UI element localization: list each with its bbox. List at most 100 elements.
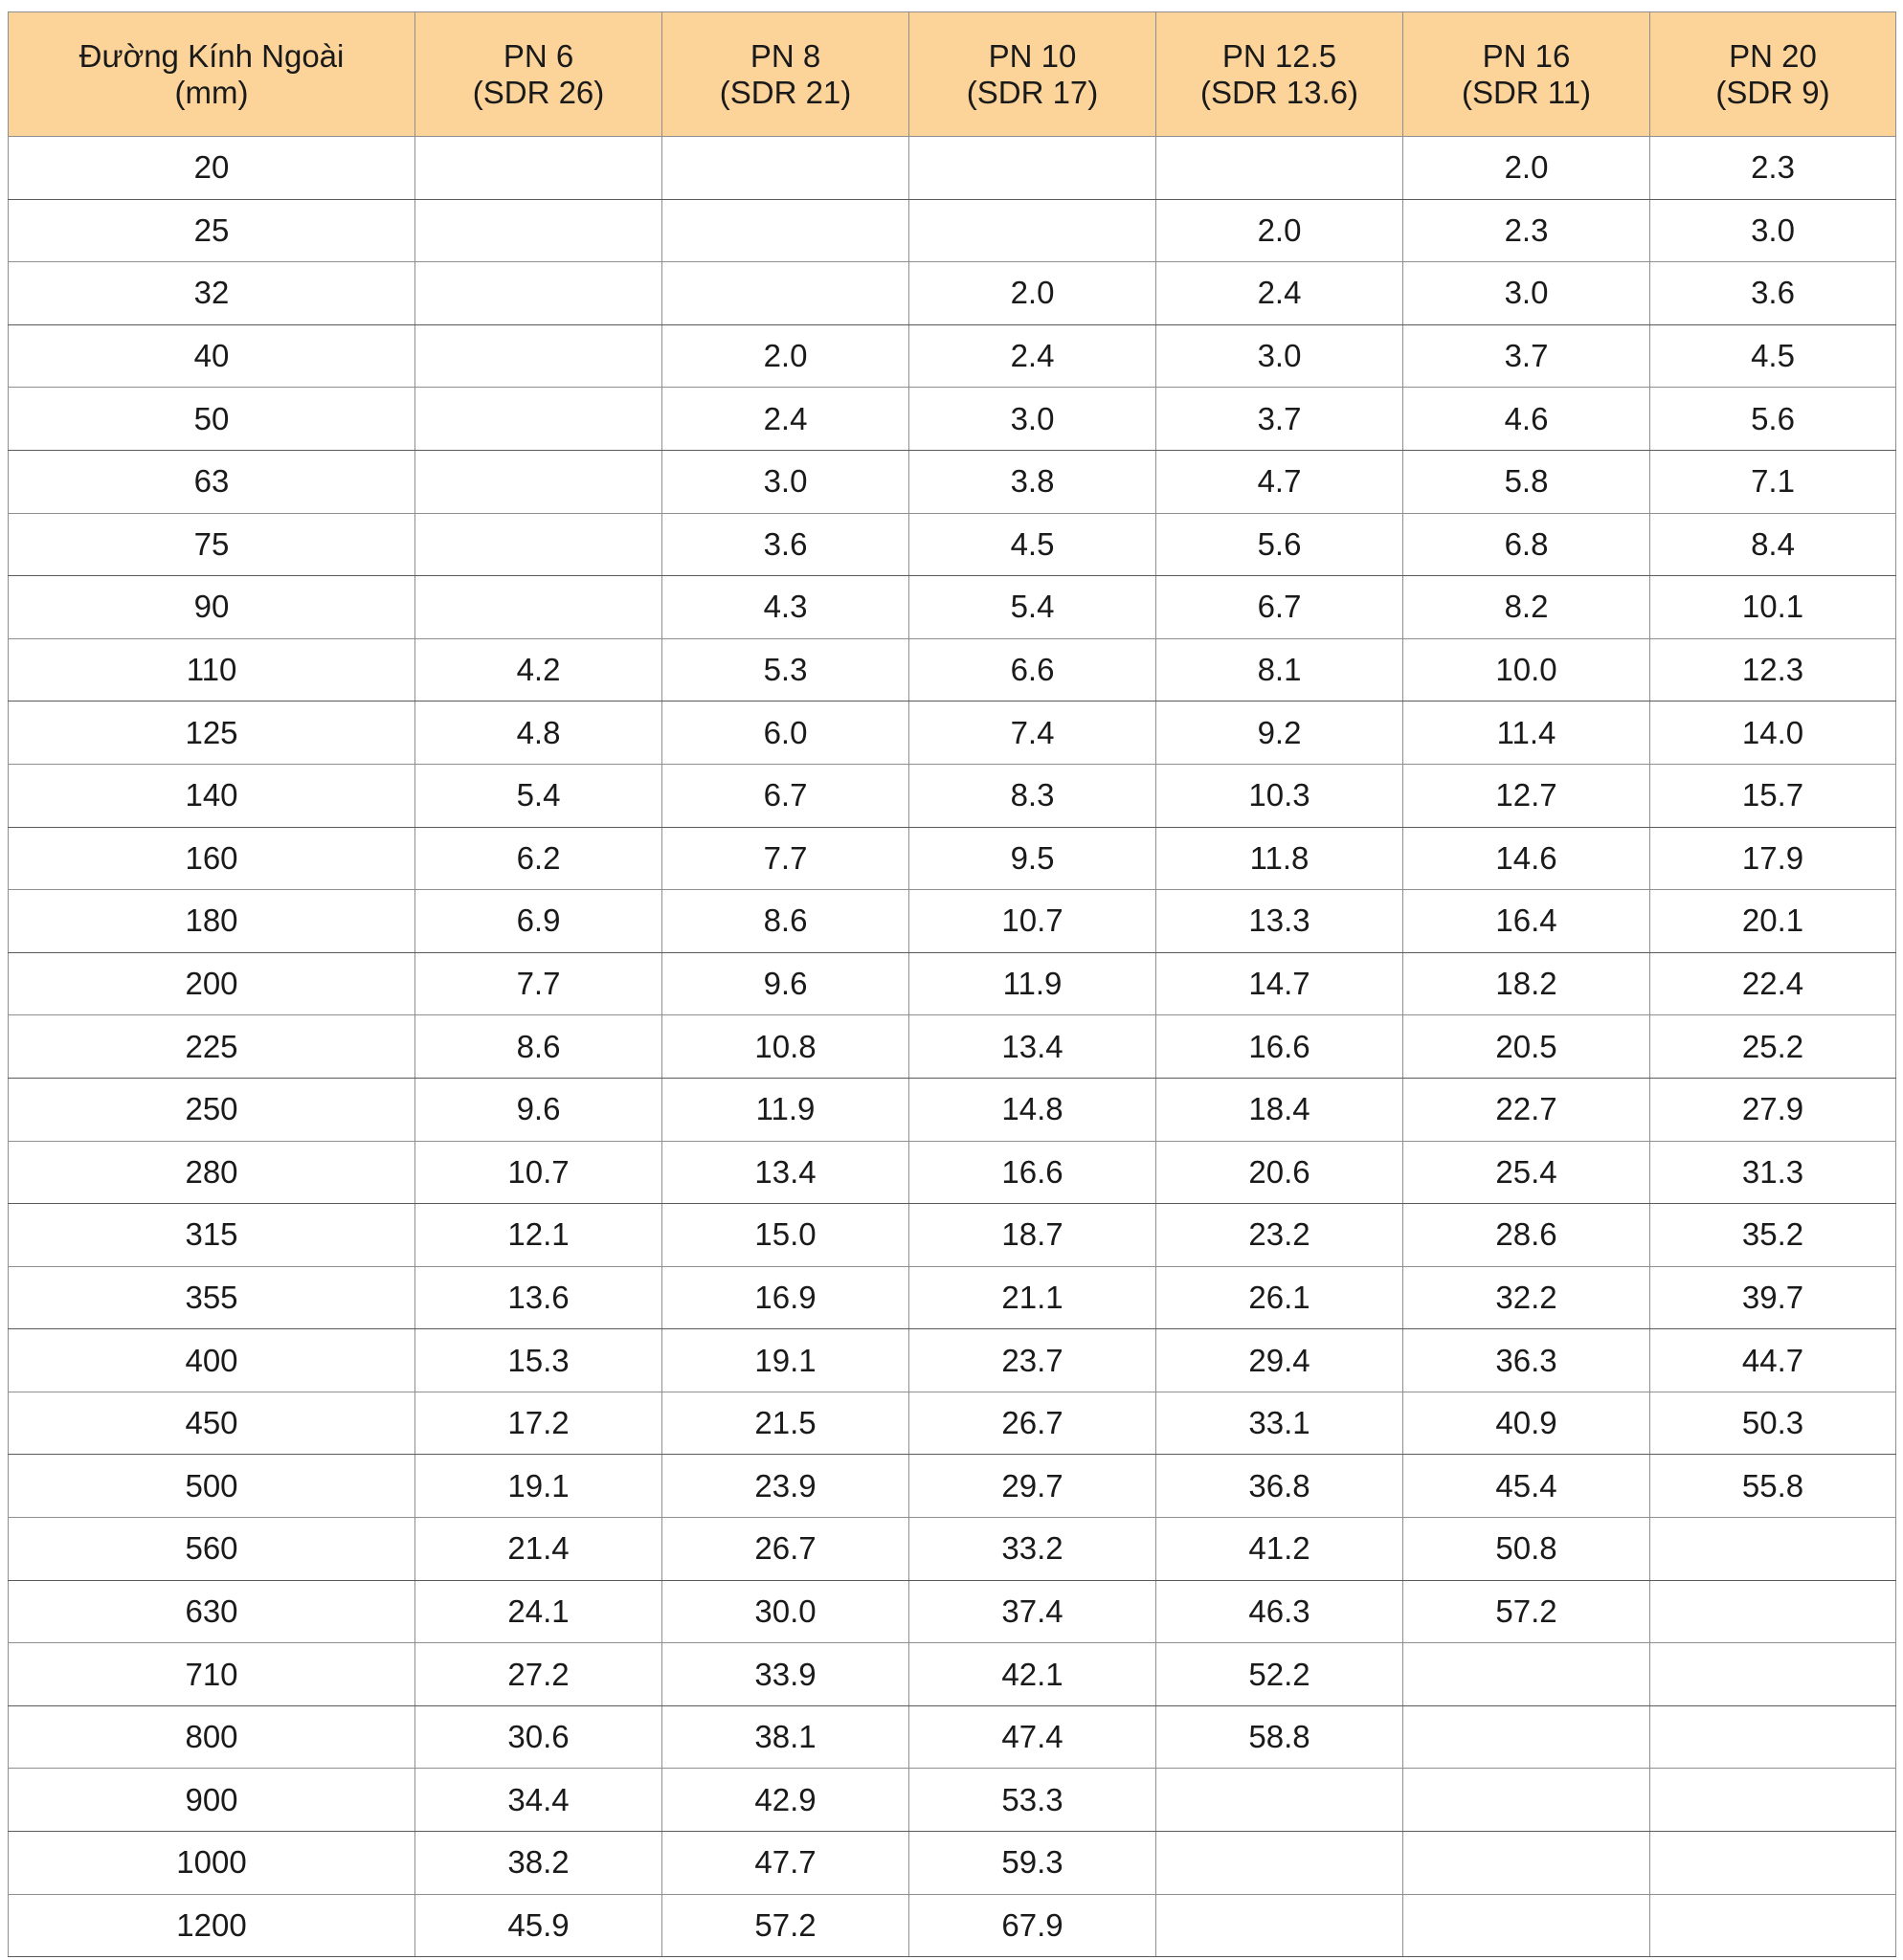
- column-header-line1: PN 12.5: [1221, 37, 1337, 74]
- wall-thickness-cell: 6.6: [908, 637, 1156, 702]
- wall-thickness-cell: [661, 136, 909, 200]
- wall-thickness-cell: 6.7: [1155, 575, 1403, 639]
- wall-thickness-cell: 4.2: [414, 637, 662, 702]
- wall-thickness-cell: 12.1: [414, 1203, 662, 1267]
- table-row: 75 3.6 4.5 5.6 6.8 8.4: [8, 512, 1896, 577]
- wall-thickness-cell: [661, 261, 909, 325]
- outer-diameter-cell: 75: [8, 512, 415, 577]
- wall-thickness-cell: 33.2: [908, 1517, 1156, 1581]
- wall-thickness-cell: [908, 136, 1156, 200]
- wall-thickness-cell: 39.7: [1649, 1265, 1896, 1330]
- table-row: 20 2.0 2.3: [8, 136, 1896, 200]
- wall-thickness-cell: 10.8: [661, 1014, 909, 1079]
- outer-diameter-cell: 400: [8, 1328, 415, 1392]
- wall-thickness-cell: 18.2: [1402, 951, 1650, 1016]
- wall-thickness-cell: 53.3: [908, 1768, 1156, 1833]
- wall-thickness-cell: [1402, 1768, 1650, 1833]
- table-row: 1000 38.2 47.7 59.3: [8, 1831, 1896, 1895]
- wall-thickness-cell: 23.2: [1155, 1203, 1403, 1267]
- table-row: 450 17.2 21.5 26.7 33.1 40.9 50.3: [8, 1391, 1896, 1456]
- outer-diameter-cell: 40: [8, 323, 415, 389]
- column-header-line2: (SDR 11): [1461, 74, 1592, 110]
- wall-thickness-cell: 10.7: [414, 1140, 662, 1205]
- wall-thickness-cell: 12.7: [1402, 763, 1650, 828]
- wall-thickness-cell: [1155, 136, 1403, 200]
- table-row: 630 24.1 30.0 37.4 46.3 57.2: [8, 1579, 1896, 1644]
- wall-thickness-cell: [1402, 1831, 1650, 1895]
- header-pn20: PN 20 (SDR 9): [1649, 11, 1896, 137]
- wall-thickness-cell: 35.2: [1649, 1203, 1896, 1267]
- wall-thickness-cell: 15.0: [661, 1203, 909, 1267]
- wall-thickness-cell: 9.6: [661, 951, 909, 1016]
- outer-diameter-cell: 1000: [8, 1831, 415, 1895]
- wall-thickness-cell: [414, 261, 662, 325]
- outer-diameter-cell: 280: [8, 1140, 415, 1205]
- wall-thickness-cell: 7.7: [661, 826, 909, 891]
- wall-thickness-cell: 47.7: [661, 1831, 909, 1895]
- wall-thickness-cell: 31.3: [1649, 1140, 1896, 1205]
- outer-diameter-cell: 180: [8, 889, 415, 953]
- wall-thickness-cell: 13.4: [661, 1140, 909, 1205]
- wall-thickness-cell: 8.3: [908, 763, 1156, 828]
- outer-diameter-cell: 32: [8, 261, 415, 325]
- wall-thickness-cell: 59.3: [908, 1831, 1156, 1895]
- wall-thickness-cell: 3.0: [661, 449, 909, 514]
- wall-thickness-cell: 23.7: [908, 1328, 1156, 1392]
- wall-thickness-cell: 47.4: [908, 1704, 1156, 1770]
- wall-thickness-cell: 3.7: [1402, 323, 1650, 389]
- wall-thickness-cell: 38.2: [414, 1831, 662, 1895]
- wall-thickness-cell: 50.3: [1649, 1391, 1896, 1456]
- outer-diameter-cell: 25: [8, 198, 415, 263]
- wall-thickness-cell: [1649, 1517, 1896, 1581]
- wall-thickness-cell: 11.8: [1155, 826, 1403, 891]
- table-row: 25 2.0 2.3 3.0: [8, 198, 1896, 263]
- wall-thickness-cell: 57.2: [661, 1893, 909, 1958]
- wall-thickness-cell: 20.5: [1402, 1014, 1650, 1079]
- outer-diameter-cell: 50: [8, 387, 415, 451]
- wall-thickness-cell: 7.1: [1649, 449, 1896, 514]
- outer-diameter-cell: 90: [8, 575, 415, 639]
- wall-thickness-cell: [1155, 1768, 1403, 1833]
- wall-thickness-cell: 55.8: [1649, 1454, 1896, 1519]
- wall-thickness-cell: 42.9: [661, 1768, 909, 1833]
- outer-diameter-cell: 63: [8, 449, 415, 514]
- outer-diameter-cell: 225: [8, 1014, 415, 1079]
- table-row: 50 2.4 3.0 3.7 4.6 5.6: [8, 387, 1896, 451]
- wall-thickness-cell: 14.8: [908, 1077, 1156, 1142]
- wall-thickness-cell: 33.9: [661, 1642, 909, 1706]
- wall-thickness-cell: 15.7: [1649, 763, 1896, 828]
- outer-diameter-cell: 20: [8, 136, 415, 200]
- wall-thickness-cell: 4.3: [661, 575, 909, 639]
- header-pn6: PN 6 (SDR 26): [414, 11, 662, 137]
- wall-thickness-cell: 3.0: [1649, 198, 1896, 263]
- wall-thickness-cell: 20.1: [1649, 889, 1896, 953]
- wall-thickness-cell: 15.3: [414, 1328, 662, 1392]
- column-header-line1: Đường Kính Ngoài: [78, 37, 345, 74]
- wall-thickness-cell: 3.0: [1402, 261, 1650, 325]
- wall-thickness-cell: [1649, 1893, 1896, 1958]
- wall-thickness-cell: 30.6: [414, 1704, 662, 1770]
- wall-thickness-cell: 16.4: [1402, 889, 1650, 953]
- wall-thickness-cell: 4.8: [414, 701, 662, 765]
- wall-thickness-cell: 45.9: [414, 1893, 662, 1958]
- wall-thickness-cell: 16.6: [1155, 1014, 1403, 1079]
- outer-diameter-cell: 800: [8, 1704, 415, 1770]
- wall-thickness-cell: 10.3: [1155, 763, 1403, 828]
- column-header-line1: PN 16: [1482, 37, 1571, 74]
- column-header-line1: PN 6: [503, 37, 574, 74]
- wall-thickness-cell: 3.7: [1155, 387, 1403, 451]
- wall-thickness-cell: 26.7: [908, 1391, 1156, 1456]
- wall-thickness-cell: 8.2: [1402, 575, 1650, 639]
- wall-thickness-cell: 20.6: [1155, 1140, 1403, 1205]
- wall-thickness-cell: 33.1: [1155, 1391, 1403, 1456]
- outer-diameter-cell: 1200: [8, 1893, 415, 1958]
- wall-thickness-cell: 10.1: [1649, 575, 1896, 639]
- wall-thickness-cell: 38.1: [661, 1704, 909, 1770]
- wall-thickness-cell: 19.1: [414, 1454, 662, 1519]
- wall-thickness-cell: 17.2: [414, 1391, 662, 1456]
- table-row: 225 8.6 10.8 13.4 16.6 20.5 25.2: [8, 1014, 1896, 1079]
- table-body: 20 2.0 2.3 25 2.0 2.3 3.0 32 2.0 2.4 3.0 3.6 40 2.0 2.…: [8, 136, 1896, 1958]
- wall-thickness-cell: [1402, 1642, 1650, 1706]
- wall-thickness-cell: 13.3: [1155, 889, 1403, 953]
- wall-thickness-cell: [414, 449, 662, 514]
